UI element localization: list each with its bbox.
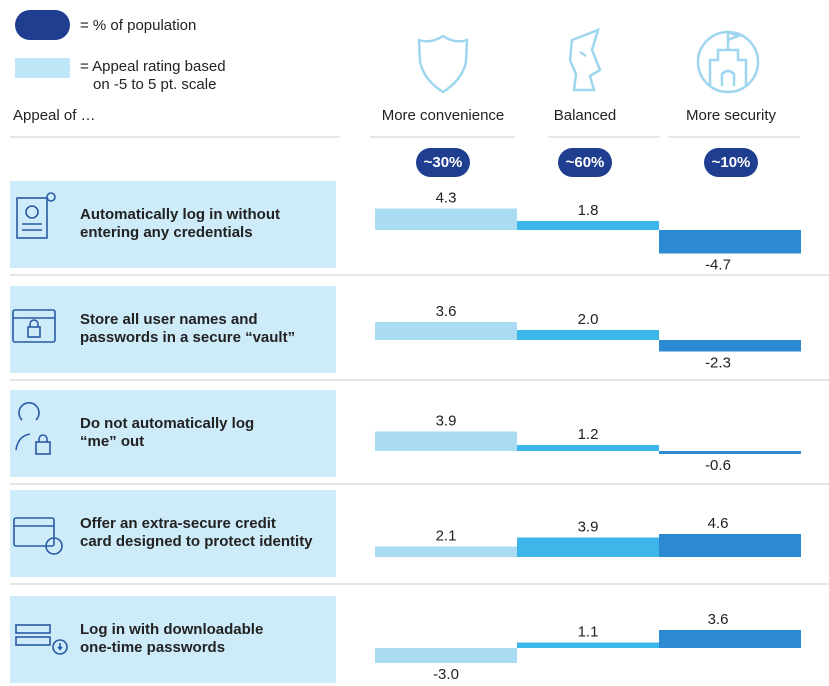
row-box <box>10 286 336 373</box>
value-label: -3.0 <box>433 666 459 683</box>
value-label: 1.1 <box>578 623 599 640</box>
row-box <box>10 181 336 268</box>
bar <box>375 648 517 663</box>
person-lock-icon <box>15 402 51 455</box>
value-label: 3.9 <box>578 518 599 535</box>
value-label: 4.3 <box>436 189 457 206</box>
value-label: 3.9 <box>436 412 457 429</box>
legend-swatch-appeal <box>15 58 70 78</box>
population-pill <box>416 148 470 177</box>
bar <box>517 330 659 340</box>
bar <box>375 208 517 230</box>
legend-text: on -5 to 5 pt. scale <box>93 76 216 93</box>
row-label: Store all user names and <box>80 311 258 328</box>
population-label: ~60% <box>566 154 605 171</box>
value-label: 1.2 <box>578 426 599 443</box>
row-label: card designed to protect identity <box>80 533 313 550</box>
bar <box>659 230 801 254</box>
value-label: 3.6 <box>708 611 729 628</box>
row-box <box>10 596 336 683</box>
value-label: 1.8 <box>578 202 599 219</box>
row-label: passwords in a secure “vault” <box>80 329 295 346</box>
population-pill <box>704 148 758 177</box>
browser-lock-icon <box>12 309 56 343</box>
shield-icon <box>417 34 469 94</box>
bar <box>659 340 801 352</box>
knight-icon <box>568 27 602 92</box>
value-label: -4.7 <box>705 256 731 273</box>
row-label: one-time passwords <box>80 639 225 656</box>
row-label: entering any credentials <box>80 224 253 241</box>
card-lock-icon <box>13 517 63 555</box>
row-label: Automatically log in without <box>80 206 280 223</box>
column-header: Balanced <box>554 107 617 124</box>
bar <box>517 537 659 557</box>
population-pill <box>558 148 612 177</box>
row-box <box>10 490 336 577</box>
column-header: More convenience <box>382 107 505 124</box>
legend-swatch-population <box>15 10 70 40</box>
value-label: 2.1 <box>436 527 457 544</box>
value-label: 4.6 <box>708 515 729 532</box>
column-header: More security <box>686 107 777 124</box>
bar <box>659 630 801 648</box>
row-header: Appeal of … <box>13 107 96 124</box>
population-label: ~10% <box>712 154 751 171</box>
value-label: -0.6 <box>705 457 731 474</box>
bar <box>375 546 517 557</box>
bar <box>517 445 659 451</box>
population-label: ~30% <box>424 154 463 171</box>
password-icon <box>15 624 68 655</box>
row-label: Log in with downloadable <box>80 621 263 638</box>
bar <box>659 534 801 557</box>
row-label: “me” out <box>80 433 144 450</box>
row-label: Do not automatically log <box>80 415 254 432</box>
row-box <box>10 390 336 477</box>
bar <box>659 451 801 454</box>
row-label: Offer an extra-secure credit <box>80 515 276 532</box>
bar <box>517 221 659 230</box>
bar <box>375 431 517 451</box>
castle-icon <box>696 30 760 94</box>
value-label: -2.3 <box>705 354 731 371</box>
bar <box>375 322 517 340</box>
id-card-icon <box>16 192 56 239</box>
legend-text: = % of population <box>80 17 196 34</box>
value-label: 2.0 <box>578 311 599 328</box>
value-label: 3.6 <box>436 303 457 320</box>
bar <box>517 642 659 648</box>
legend-text: = Appeal rating based <box>80 58 226 75</box>
